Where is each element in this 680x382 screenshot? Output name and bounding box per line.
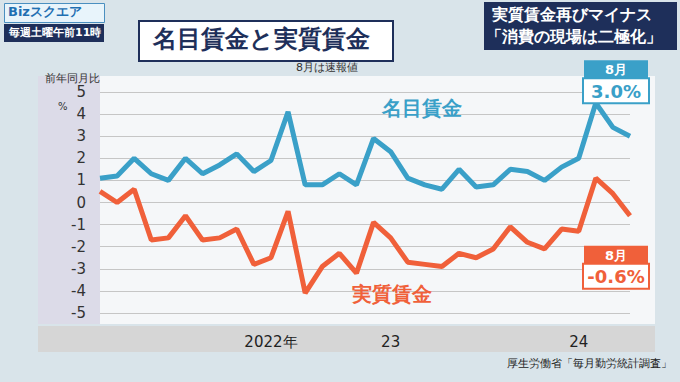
- svg-text:-0.6%: -0.6%: [587, 266, 644, 287]
- svg-text:前年同月比: 前年同月比: [45, 72, 100, 85]
- svg-text:8月: 8月: [605, 248, 627, 263]
- svg-text:名目賃金: 名目賃金: [381, 96, 462, 120]
- svg-text:8月は速報値: 8月は速報値: [296, 61, 358, 74]
- svg-text:厚生労働省「毎月勤労統計調査」: 厚生労働省「毎月勤労統計調査」: [507, 357, 672, 370]
- svg-text:2: 2: [76, 149, 86, 167]
- svg-text:24: 24: [569, 333, 588, 351]
- svg-text:%: %: [58, 101, 68, 112]
- svg-text:4: 4: [76, 105, 86, 123]
- svg-text:-3: -3: [71, 260, 86, 278]
- svg-text:0: 0: [76, 194, 86, 212]
- svg-text:実質賃金再びマイナス: 実質賃金再びマイナス: [491, 5, 652, 24]
- svg-text:1: 1: [76, 171, 86, 189]
- svg-text:-5: -5: [71, 304, 86, 322]
- svg-text:-2: -2: [71, 238, 86, 256]
- svg-text:「消費の現場は二極化」: 「消費の現場は二極化」: [486, 27, 662, 46]
- svg-text:8月: 8月: [605, 62, 627, 77]
- svg-text:23: 23: [381, 333, 400, 351]
- svg-text:毎週土曜午前11時: 毎週土曜午前11時: [8, 26, 101, 39]
- svg-text:Bizスクエア: Bizスクエア: [8, 4, 82, 19]
- svg-text:3: 3: [76, 127, 86, 145]
- svg-text:実質賃金: 実質賃金: [351, 282, 432, 306]
- svg-text:-4: -4: [71, 282, 86, 300]
- svg-text:3.0%: 3.0%: [591, 81, 641, 102]
- svg-text:名目賃金と実質賃金: 名目賃金と実質賃金: [152, 25, 370, 53]
- svg-text:-1: -1: [71, 216, 86, 234]
- svg-text:5: 5: [76, 83, 86, 101]
- svg-text:2022年: 2022年: [244, 333, 297, 351]
